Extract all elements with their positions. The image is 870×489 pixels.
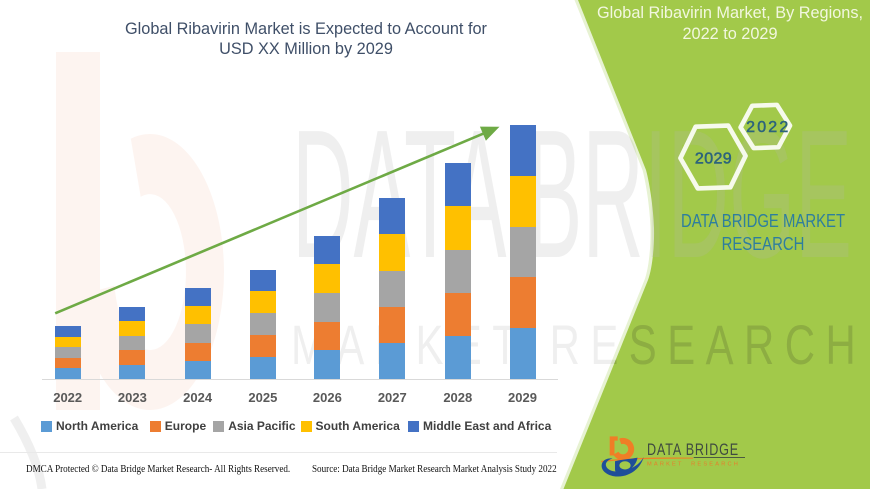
svg-text:MARKET RESEARCH: MARKET RESEARCH	[647, 462, 740, 468]
svg-text:2022: 2022	[746, 119, 790, 136]
svg-text:DATA BRIDGE: DATA BRIDGE	[647, 441, 739, 459]
svg-text:2029: 2029	[695, 150, 732, 167]
